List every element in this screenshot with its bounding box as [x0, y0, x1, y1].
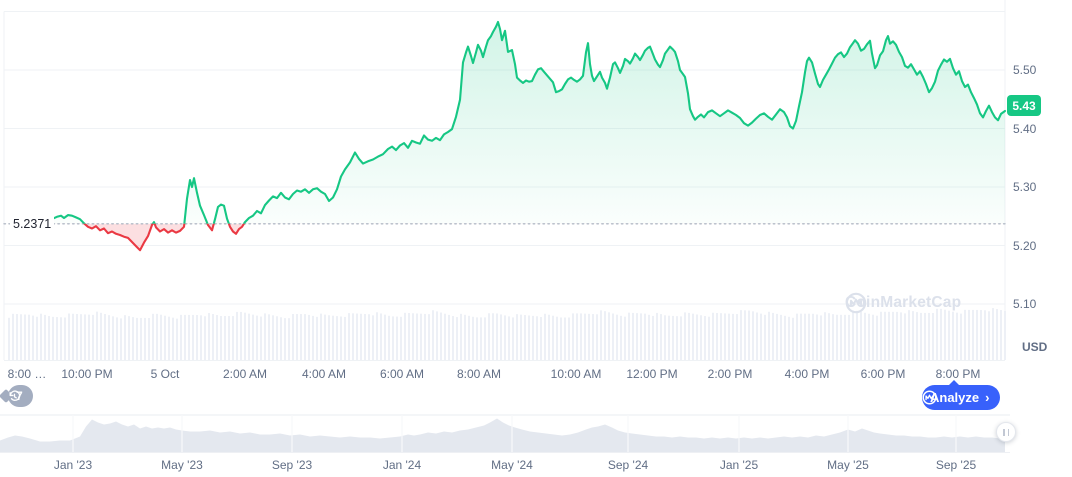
x-axis-tick-label: 8:00 AM — [456, 367, 502, 381]
x-axis-tick-label: 4:00 PM — [784, 367, 830, 381]
y-axis-tick-label: 5.40 — [1013, 121, 1037, 136]
x-axis-tick-label: 8:00 PM — [935, 367, 981, 381]
chevron-right-icon: › — [985, 390, 990, 405]
navigator-date-label: May '23 — [161, 458, 203, 472]
current-price-badge: 5.43 — [1007, 95, 1041, 116]
x-axis-tick-label: 12:00 PM — [626, 367, 678, 381]
history-clock-icon — [9, 389, 21, 401]
navigator-date-label: Sep '24 — [607, 458, 649, 472]
x-axis-tick-label: 6:00 AM — [379, 367, 425, 381]
x-axis-tick-label: 5 Oct — [150, 367, 180, 381]
main-price-chart-canvas[interactable] — [0, 0, 1072, 362]
y-axis-tick-label: 5.30 — [1013, 180, 1037, 194]
navigator-date-label: Sep '23 — [271, 458, 313, 472]
navigator-date-label: Jan '25 — [719, 458, 759, 472]
navigator-date-label: May '24 — [491, 458, 533, 472]
navigator-handle[interactable] — [996, 422, 1016, 442]
currency-unit-label: USD — [1022, 340, 1048, 354]
analyze-label: Analyze — [930, 390, 980, 405]
navigator-date-label: Jan '23 — [53, 458, 93, 472]
x-axis-tick-label: 10:00 AM — [550, 367, 602, 381]
analyze-logo-icon — [922, 390, 937, 405]
y-axis-tick-label: 5.50 — [1013, 63, 1037, 77]
navigator-date-label: Sep '25 — [935, 458, 977, 472]
history-count-badge[interactable]: 7 — [8, 385, 33, 407]
x-axis-tick-label: 2:00 AM — [222, 367, 268, 381]
analyze-button[interactable]: Analyze › — [922, 380, 1001, 410]
y-axis-tick-label: 5.10 — [1013, 297, 1037, 311]
x-axis-tick-label: 4:00 AM — [301, 367, 347, 381]
navigator-date-label: May '25 — [827, 458, 869, 472]
y-axis-tick-label: 5.20 — [1013, 238, 1037, 253]
navigator-chart[interactable] — [0, 413, 1072, 457]
baseline-price-label: 5.2371 — [10, 216, 55, 232]
navigator-date-label: Jan '24 — [382, 458, 422, 472]
x-axis-tick-label: 10:00 PM — [61, 367, 113, 381]
x-axis-tick-label: 6:00 PM — [860, 367, 906, 381]
x-axis-tick-label: 8:00 … — [7, 367, 47, 381]
x-axis-tick-label: 2:00 PM — [707, 367, 753, 381]
